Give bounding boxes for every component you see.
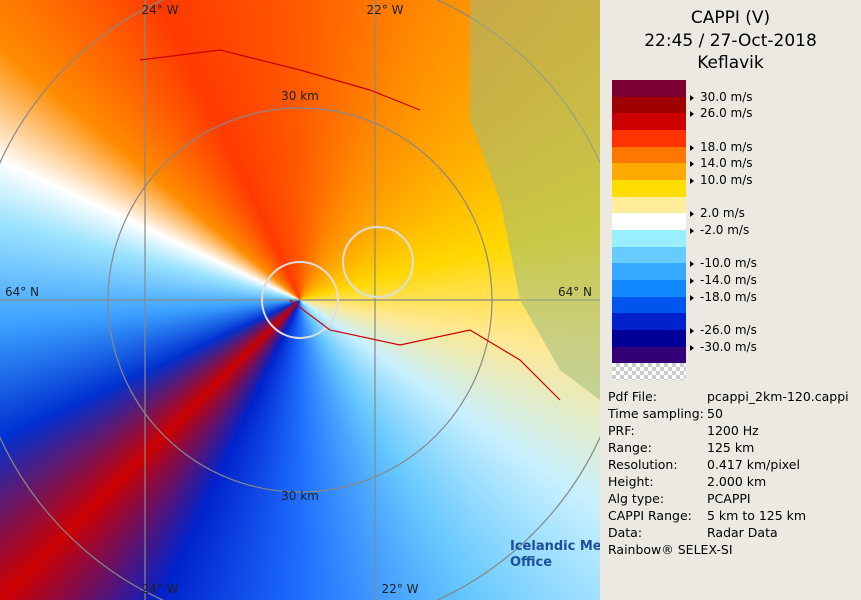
color-band [612, 246, 686, 264]
map-label: 30 km [281, 489, 319, 503]
info-key: Pdf File: [608, 389, 657, 404]
legend-label: -14.0 m/s [690, 273, 757, 287]
legend-label: -10.0 m/s [690, 256, 757, 270]
legend-label: 26.0 m/s [690, 106, 753, 120]
color-band [612, 179, 686, 197]
info-value: 125 km [707, 440, 755, 455]
info-key: PRF: [608, 423, 635, 438]
color-band [612, 196, 686, 214]
map-label: 22° W [382, 582, 419, 596]
footer: Rainbow® SELEX-SI [608, 542, 733, 557]
map-overlay: 24° W 22° W 30 km 64° N 64° N 30 km 24° W 22° W… [0, 0, 600, 600]
logo-text: Icelandic Met [510, 539, 600, 554]
color-band [612, 346, 686, 364]
legend-label: -2.0 m/s [690, 223, 749, 237]
info-value: pcappi_2km-120.cappi [707, 389, 849, 404]
legend-label: 30.0 m/s [690, 90, 753, 104]
color-band [612, 329, 686, 347]
info-key: Range: [608, 440, 652, 455]
color-band [612, 313, 686, 330]
color-band [612, 213, 686, 230]
info-value: PCAPPI [707, 491, 751, 506]
no-data-band [612, 363, 686, 380]
station: Keflavik [697, 53, 764, 73]
title: CAPPI (V) [690, 8, 771, 28]
color-band [612, 80, 686, 97]
info-value: 50 [707, 406, 723, 421]
info-key: Resolution: [608, 457, 678, 472]
color-band [612, 146, 686, 164]
logo-text: Office [510, 555, 552, 570]
color-band [612, 229, 686, 247]
color-band [612, 296, 686, 314]
color-band [612, 263, 686, 280]
color-scale [612, 80, 686, 380]
color-band [612, 96, 686, 114]
map-label: 22° W [367, 3, 404, 17]
radar-image: 24° W 22° W 30 km 64° N 64° N 30 km 24° W 22° W… [0, 0, 600, 600]
legend-label: 14.0 m/s [690, 156, 753, 170]
legend-label: -26.0 m/s [690, 323, 757, 337]
info-key: CAPPI Range: [608, 508, 692, 523]
info-key: Data: [608, 525, 643, 540]
color-band [612, 279, 686, 297]
info-value: Radar Data [707, 525, 778, 540]
legend-label: 10.0 m/s [690, 173, 753, 187]
map-label: 64° N [5, 285, 39, 299]
legend-label: 18.0 m/s [690, 140, 753, 154]
datetime: 22:45 / 27-Oct-2018 [644, 31, 817, 51]
info-key: Alg type: [608, 491, 665, 506]
color-band [612, 163, 686, 180]
legend-label: -18.0 m/s [690, 290, 757, 304]
info-value: 1200 Hz [707, 423, 759, 438]
map-label: 24° W [142, 582, 179, 596]
map-label: 30 km [281, 89, 319, 103]
map-label: 64° N [558, 285, 592, 299]
info-value: 5 km to 125 km [707, 508, 807, 523]
info-value: 0.417 km/pixel [707, 457, 800, 472]
color-band [612, 113, 686, 130]
info-key: Height: [608, 474, 654, 489]
info-value: 2.000 km [707, 474, 767, 489]
legend-label: -30.0 m/s [690, 340, 757, 354]
legend-label: 2.0 m/s [690, 206, 745, 220]
info-key: Time sampling: [608, 406, 704, 421]
map-label: 24° W [142, 3, 179, 17]
color-band [612, 129, 686, 147]
